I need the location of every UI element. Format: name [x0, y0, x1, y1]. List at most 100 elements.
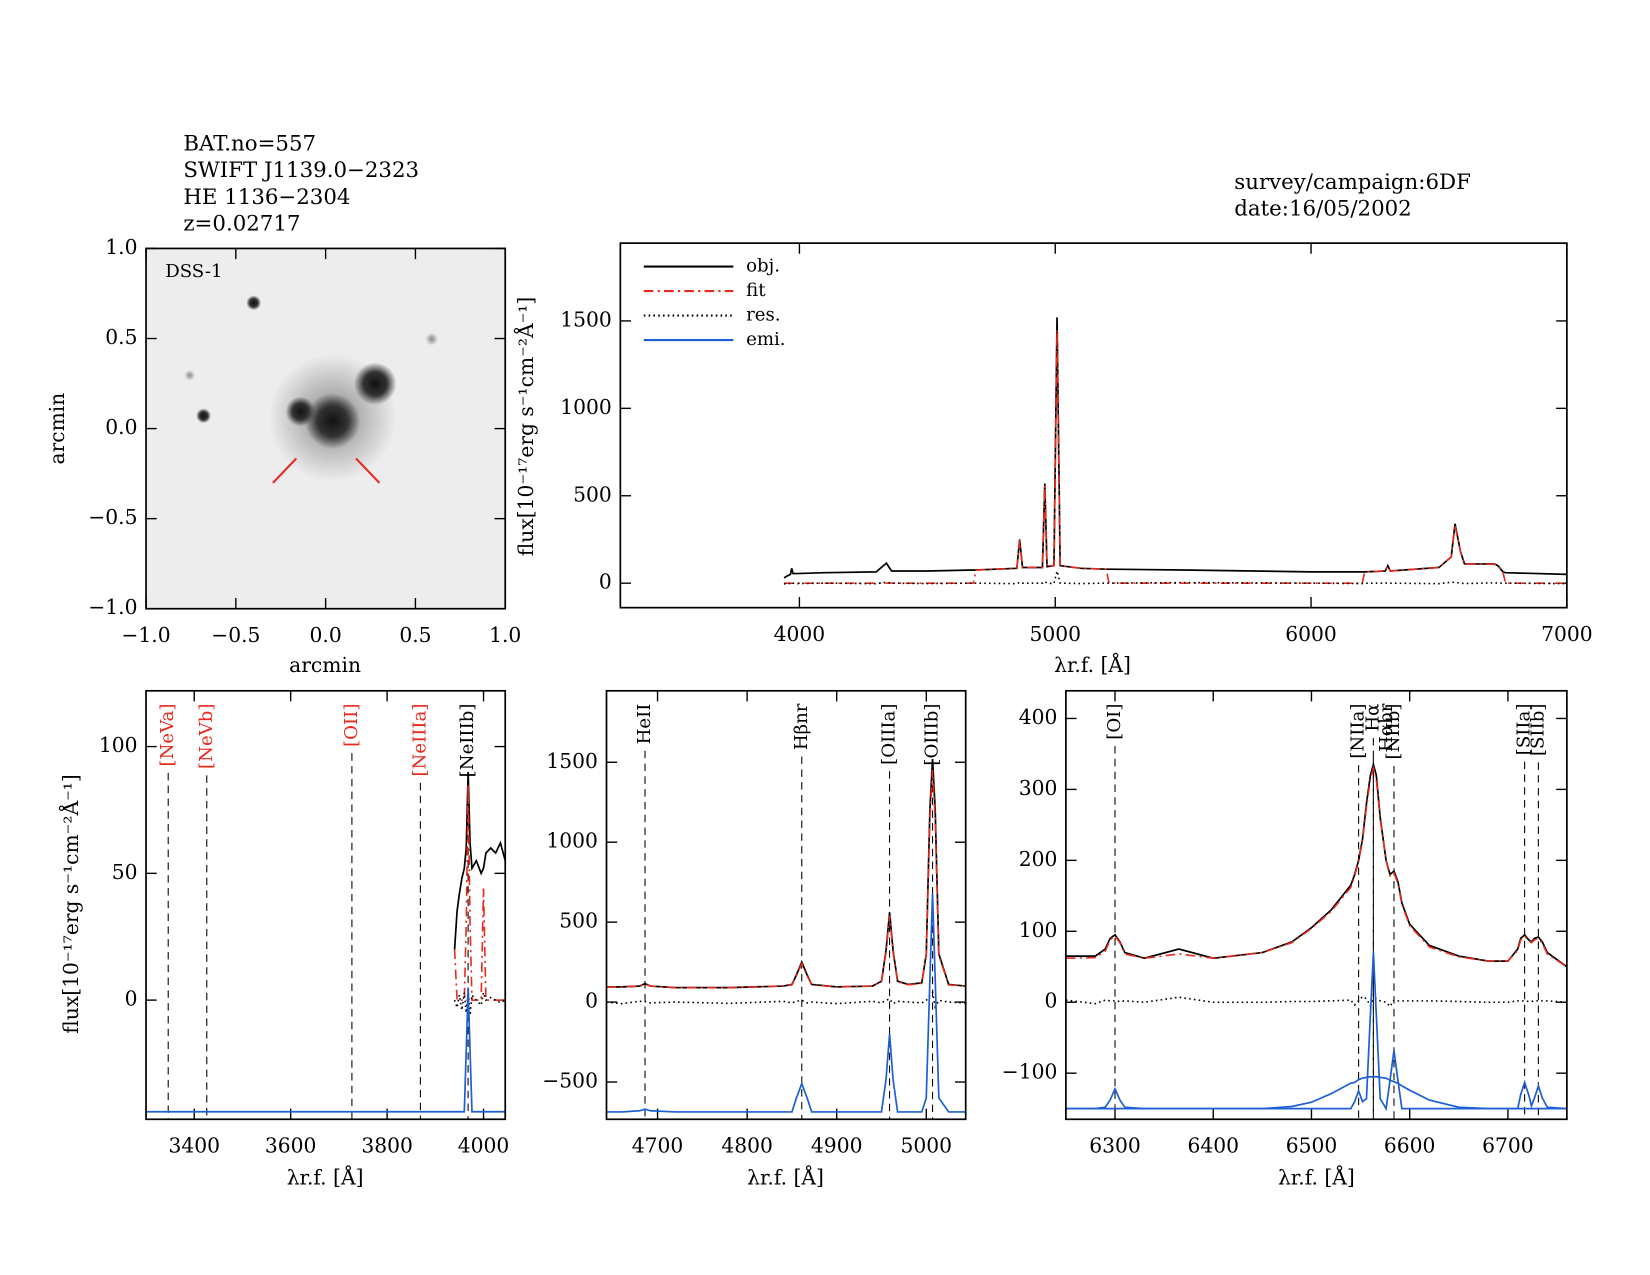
y-tick-label: −100: [1002, 1060, 1058, 1084]
series-line: [606, 990, 966, 1010]
y-tick-label: −1.0: [88, 595, 137, 619]
x-tick-label: 6000: [1285, 622, 1337, 646]
series-line: [606, 770, 966, 989]
y-tick-label: 1500: [546, 749, 598, 773]
header-line: BAT.no=557: [183, 132, 316, 157]
line-label: [NIIa]: [1348, 704, 1369, 759]
y-tick-label: 100: [99, 733, 138, 757]
line-label: [SIIa]: [1514, 704, 1535, 756]
y-tick-label: 200: [1019, 847, 1058, 871]
legend-label: obj.: [746, 256, 780, 277]
x-tick-label: 5000: [901, 1133, 953, 1157]
x-tick-label: 6700: [1482, 1133, 1534, 1157]
header-line: SWIFT J1139.0−2323: [183, 158, 419, 183]
x-tick-label: 4800: [721, 1133, 773, 1157]
x-tick-label: 4900: [811, 1133, 863, 1157]
survey: survey/campaign:6DF: [1234, 170, 1471, 195]
star: [184, 369, 196, 381]
line-label: [NeVb]: [196, 704, 217, 769]
x-tick-label: 4700: [632, 1133, 684, 1157]
header-line: z=0.02717: [183, 212, 300, 237]
series-line: [453, 784, 506, 1001]
series-line: [783, 317, 1567, 579]
line-label: [NeVa]: [157, 704, 178, 767]
series-line: [453, 771, 506, 950]
x-axis-label: λr.f. [Å]: [1278, 1164, 1355, 1189]
x-axis-label: arcmin: [289, 653, 361, 677]
axis-frame: [1065, 689, 1568, 1121]
line-label: [OI]: [1104, 704, 1125, 740]
plot-area: [1065, 738, 1567, 1120]
x-axis-label: λr.f. [Å]: [747, 1164, 824, 1189]
position-marker: [272, 457, 298, 484]
line-label: Hαbr: [1376, 703, 1397, 752]
galaxy: [304, 393, 361, 449]
y-tick-label: 0: [585, 989, 598, 1013]
x-tick-label: 5000: [1029, 622, 1081, 646]
source: [353, 362, 397, 406]
x-tick-label: 3800: [361, 1133, 413, 1157]
series-line: [784, 329, 1567, 584]
x-tick-label: 4000: [458, 1133, 510, 1157]
y-tick-label: 1.0: [105, 235, 137, 259]
sky-image: [146, 248, 506, 609]
line-label: [NIIb]: [1383, 704, 1404, 760]
y-tick-label: −500: [542, 1069, 598, 1093]
series-line: [1065, 761, 1567, 968]
y-tick-label: 0: [599, 570, 612, 594]
x-tick-label: −1.0: [121, 623, 170, 647]
legend-label: fit: [746, 280, 766, 301]
line-label: [OIIIa]: [879, 704, 900, 765]
x-tick-label: 3400: [168, 1133, 220, 1157]
x-tick-label: 6300: [1089, 1133, 1141, 1157]
plot-area: [146, 753, 506, 1120]
y-axis-label: flux[10⁻¹⁷erg s⁻¹cm⁻²Å⁻¹]: [58, 774, 83, 1034]
x-tick-label: 7000: [1541, 622, 1593, 646]
x-tick-label: 0.5: [399, 623, 431, 647]
y-tick-label: 100: [1019, 918, 1058, 942]
star: [425, 332, 439, 346]
axis-frame: [145, 689, 507, 1121]
image-label: DSS-1: [165, 261, 222, 282]
x-tick-label: −0.5: [211, 623, 260, 647]
line-label: [OII]: [341, 704, 362, 747]
series-line: [146, 987, 506, 1113]
line-label: [SIIb]: [1527, 704, 1548, 756]
legend-label: res.: [746, 305, 780, 326]
line-label: HeII: [634, 704, 655, 745]
y-tick-label: 1000: [546, 829, 598, 853]
axis-frame: [619, 242, 1568, 609]
line-label: Hβnr: [791, 703, 812, 750]
axis-frame: [145, 247, 507, 610]
star: [246, 295, 262, 311]
series-line: [606, 893, 966, 1113]
y-tick-label: 500: [559, 909, 598, 933]
series-line: [1065, 952, 1567, 1112]
x-tick-label: 4000: [774, 622, 826, 646]
series-line: [1065, 765, 1567, 968]
legend-label: emi.: [746, 329, 785, 350]
y-tick-label: 0: [125, 987, 138, 1011]
y-axis-label: flux[10⁻¹⁷erg s⁻¹cm⁻²Å⁻¹]: [513, 297, 538, 557]
line-label: [OIIIb]: [922, 704, 943, 766]
x-axis-label: λr.f. [Å]: [287, 1164, 364, 1189]
y-tick-label: 1500: [560, 307, 612, 331]
series-line: [1065, 995, 1567, 1008]
y-tick-label: 0.5: [105, 325, 137, 349]
plot-area: [783, 317, 1567, 585]
y-tick-label: 400: [1019, 705, 1058, 729]
x-tick-label: 6500: [1286, 1133, 1338, 1157]
x-tick-label: 6400: [1187, 1133, 1239, 1157]
x-tick-label: 3600: [265, 1133, 317, 1157]
header-line: HE 1136−2304: [183, 185, 350, 210]
plot-area: [606, 750, 966, 1120]
series-line: [1065, 1075, 1567, 1110]
y-tick-label: −0.5: [88, 505, 137, 529]
source: [285, 396, 316, 427]
y-tick-label: 0: [1044, 989, 1057, 1013]
y-tick-label: 50: [112, 860, 138, 884]
x-tick-label: 6600: [1384, 1133, 1436, 1157]
date: date:16/05/2002: [1234, 197, 1411, 222]
